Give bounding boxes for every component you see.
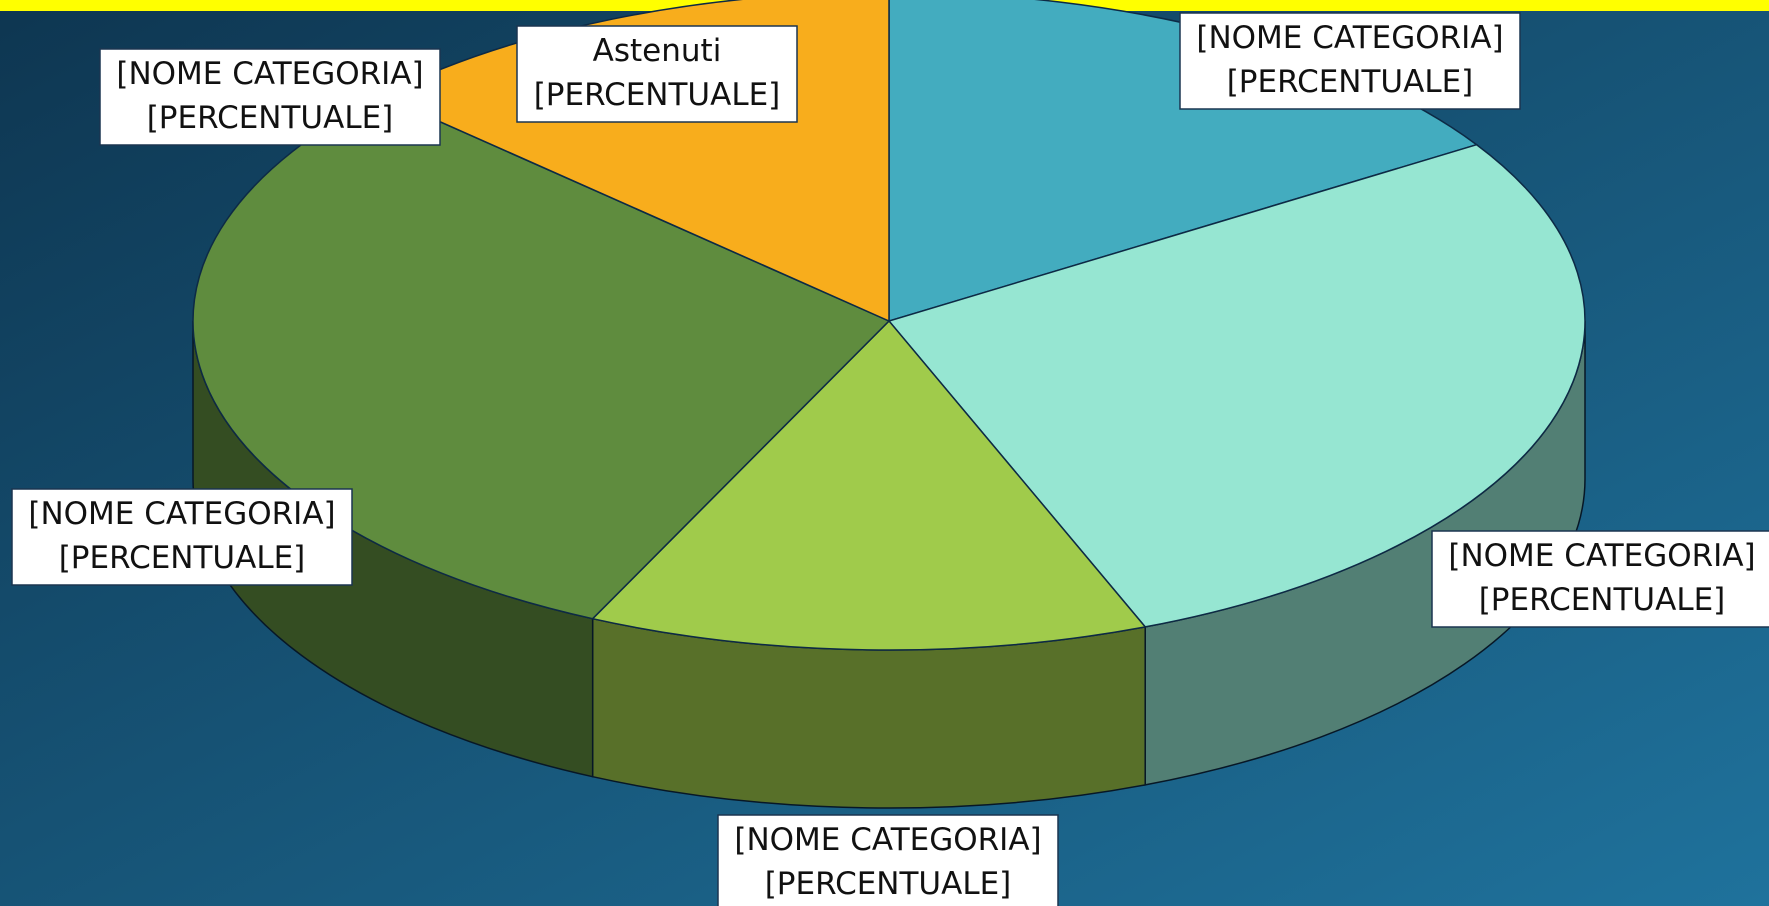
data-label: [NOME CATEGORIA] [PERCENTUALE] bbox=[116, 56, 423, 136]
value-label: [PERCENTUALE] bbox=[765, 866, 1012, 902]
value-label: [PERCENTUALE] bbox=[147, 100, 394, 136]
category-label: [NOME CATEGORIA] bbox=[116, 56, 423, 92]
label-box bbox=[516, 25, 798, 123]
data-label: [NOME CATEGORIA] [PERCENTUALE] bbox=[1448, 538, 1755, 618]
label-box bbox=[11, 488, 353, 586]
slice bbox=[591, 319, 1147, 651]
value-label: [PERCENTUALE] bbox=[1479, 582, 1726, 618]
label-box bbox=[99, 48, 441, 146]
data-label: [NOME CATEGORIA] [PERCENTUALE] bbox=[28, 496, 335, 576]
category-label: [NOME CATEGORIA] bbox=[1196, 20, 1503, 56]
pie-tops bbox=[192, 0, 1586, 651]
category-label: [NOME CATEGORIA] bbox=[1448, 538, 1755, 574]
data-labels: [NOME CATEGORIA] [PERCENTUALE][NOME CATEG… bbox=[11, 12, 1769, 906]
category-label: [NOME CATEGORIA] bbox=[28, 496, 335, 532]
category-label: Astenuti bbox=[593, 33, 722, 69]
value-label: [PERCENTUALE] bbox=[534, 77, 781, 113]
slice bbox=[887, 143, 1586, 628]
label-box bbox=[717, 814, 1059, 906]
data-label: [NOME CATEGORIA] [PERCENTUALE] bbox=[734, 822, 1041, 902]
label-box bbox=[1431, 530, 1769, 628]
slice bbox=[192, 94, 891, 620]
value-label: [PERCENTUALE] bbox=[1227, 64, 1474, 100]
label-box bbox=[1179, 12, 1521, 110]
value-label: [PERCENTUALE] bbox=[59, 540, 306, 576]
data-label: Astenuti [PERCENTUALE] bbox=[534, 33, 781, 113]
data-label: [NOME CATEGORIA] [PERCENTUALE] bbox=[1196, 20, 1503, 100]
category-label: [NOME CATEGORIA] bbox=[734, 822, 1041, 858]
